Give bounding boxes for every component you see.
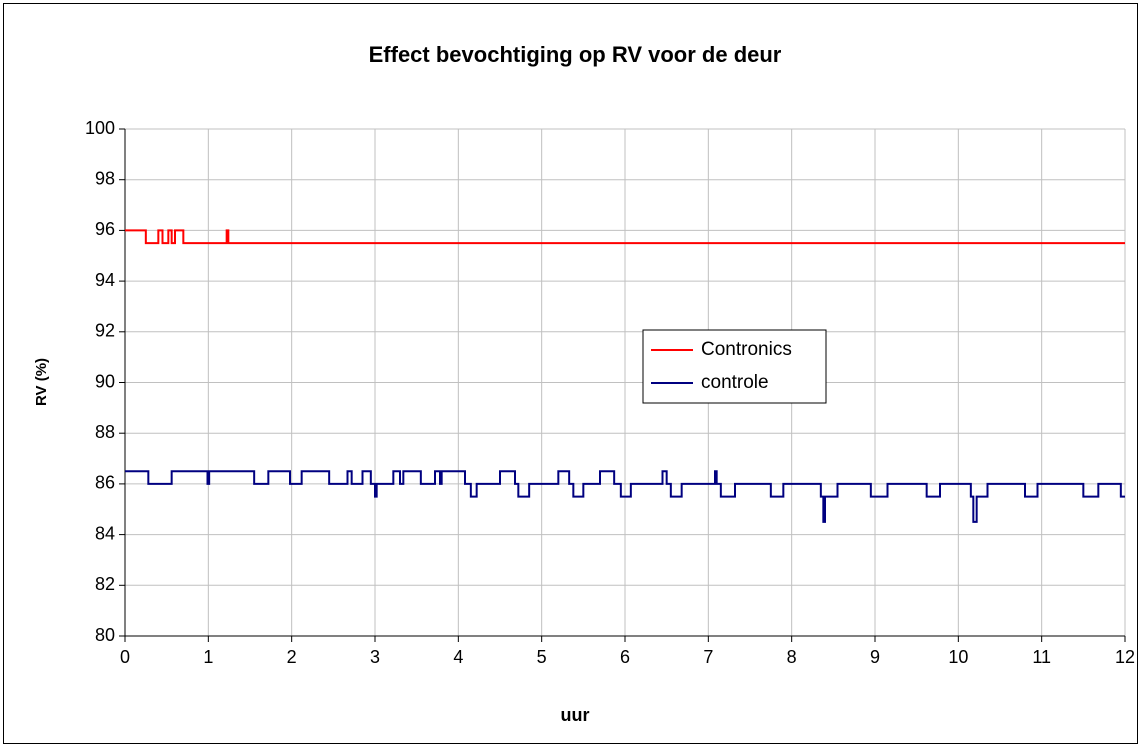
x-tick-label: 0: [120, 647, 130, 667]
x-tick-label: 10: [948, 647, 968, 667]
x-tick-label: 9: [870, 647, 880, 667]
series-line: [125, 470, 1125, 523]
legend: Contronics controle: [642, 329, 827, 404]
y-tick-label: 96: [95, 219, 115, 239]
x-tick-label: 5: [537, 647, 547, 667]
x-tick-label: 6: [620, 647, 630, 667]
y-axis-title: RV (%): [33, 358, 50, 406]
x-axis-title: uur: [561, 705, 590, 725]
y-tick-label: 90: [95, 371, 115, 391]
x-tick-label: 8: [787, 647, 797, 667]
y-tick-label: 82: [95, 574, 115, 594]
legend-label: Contronics: [701, 339, 792, 360]
x-tick-label: 12: [1115, 647, 1135, 667]
x-tick-label: 11: [1032, 647, 1051, 667]
chart-title: Effect bevochtiging op RV voor de deur: [369, 42, 782, 67]
y-tick-label: 84: [95, 523, 115, 543]
x-tick-label: 4: [453, 647, 463, 667]
x-tick-label: 7: [703, 647, 713, 667]
y-tick-label: 86: [95, 473, 115, 493]
plot: [125, 229, 1125, 523]
y-tick-label: 92: [95, 321, 115, 341]
x-tick-label: 2: [287, 647, 297, 667]
y-tick-label: 88: [95, 422, 115, 442]
y-tick-label: 94: [95, 270, 115, 290]
y-tick-label: 80: [95, 625, 115, 645]
x-tick-label: 1: [203, 647, 213, 667]
y-tick-label: 100: [85, 118, 115, 138]
x-tick-label: 3: [370, 647, 380, 667]
legend-box: [642, 329, 827, 404]
legend-label: controle: [701, 372, 769, 393]
y-tick-label: 98: [95, 168, 115, 188]
series-line: [125, 229, 1125, 245]
